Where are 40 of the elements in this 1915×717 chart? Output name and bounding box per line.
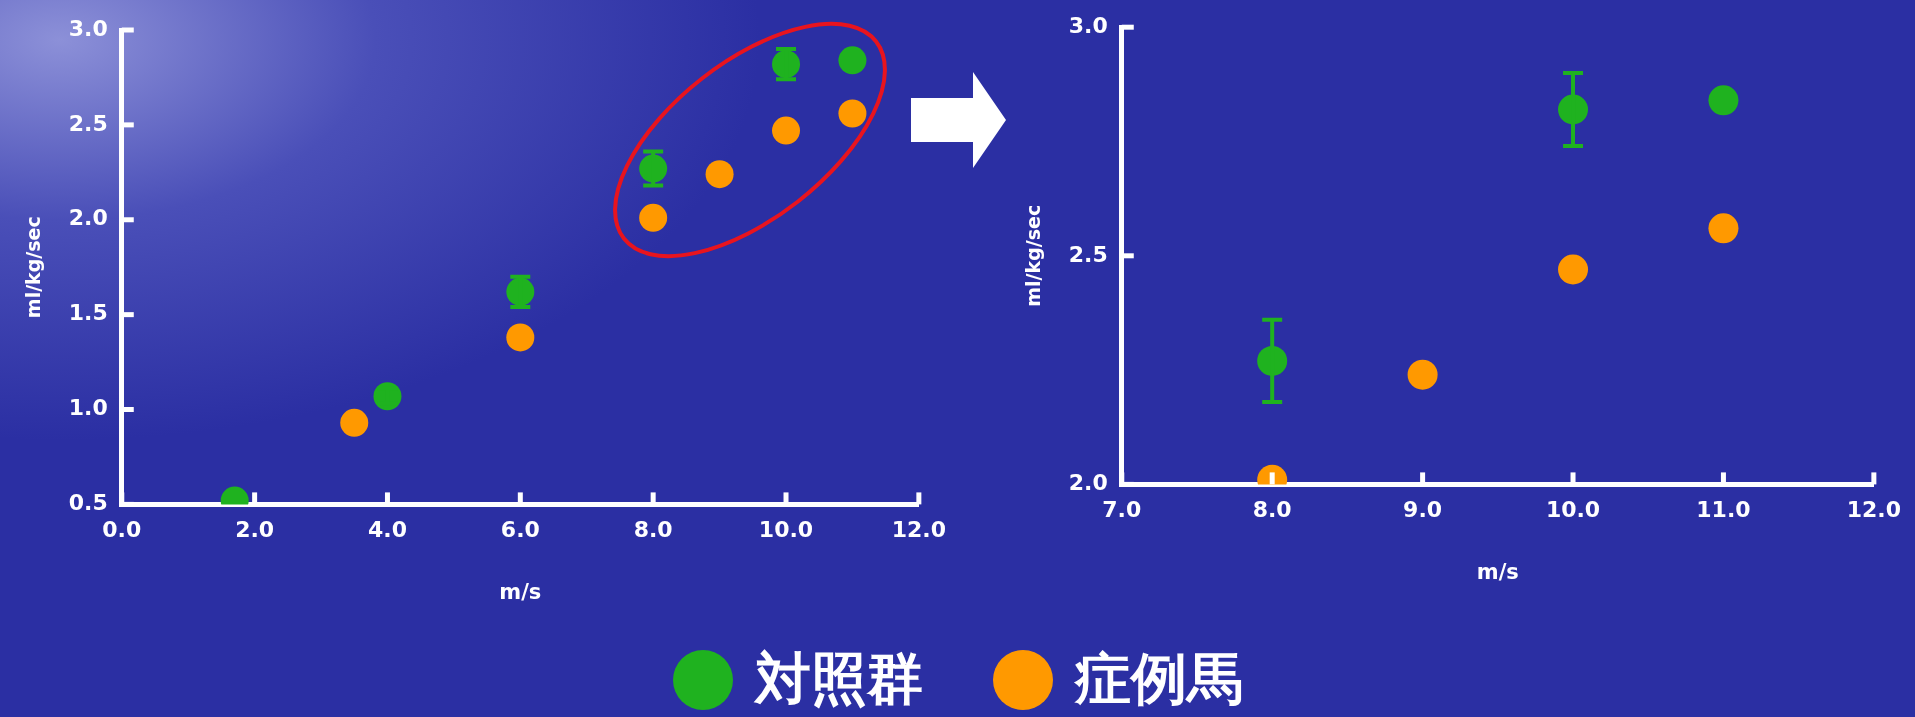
y-tick-label: 2.0 (68, 205, 108, 231)
point (1407, 359, 1438, 390)
legend-label: 症例馬 (1074, 645, 1243, 713)
x-tick-label: 4.0 (367, 517, 407, 543)
y-tick-label: 1.5 (68, 300, 108, 326)
point (340, 408, 369, 437)
y-axis-title: ml/kg/sec (1022, 204, 1045, 307)
point (1708, 85, 1739, 116)
x-tick-label: 7.0 (1102, 497, 1142, 523)
x-tick-label: 0.0 (102, 517, 142, 543)
y-tick-label: 2.5 (68, 110, 108, 136)
legend-label: 対照群 (754, 645, 923, 713)
x-tick-label: 12.0 (1846, 497, 1901, 523)
point (838, 46, 867, 75)
x-axis-title: m/s (499, 579, 542, 604)
y-tick-label: 1.0 (68, 395, 108, 421)
x-tick-label: 2.0 (235, 517, 275, 543)
x-tick-label: 9.0 (1403, 497, 1443, 523)
point (1708, 213, 1739, 244)
y-axis-title: ml/kg/sec (22, 216, 45, 319)
point (838, 99, 867, 128)
y-tick-label: 3.0 (68, 15, 108, 41)
y-tick-label: 2.0 (1068, 470, 1108, 496)
x-tick-label: 8.0 (633, 517, 673, 543)
point (705, 160, 734, 189)
point (373, 382, 402, 411)
x-tick-label: 11.0 (1696, 497, 1751, 523)
x-tick-label: 8.0 (1252, 497, 1292, 523)
x-axis-title: m/s (1476, 559, 1519, 584)
y-tick-label: 3.0 (1068, 12, 1108, 38)
y-tick-label: 2.5 (1068, 241, 1108, 267)
point (639, 203, 668, 232)
x-tick-label: 12.0 (891, 517, 946, 543)
x-tick-label: 10.0 (758, 517, 814, 543)
y-tick-label: 0.5 (68, 490, 108, 516)
point (1558, 254, 1589, 285)
point (772, 116, 801, 145)
x-tick-label: 10.0 (1545, 497, 1601, 523)
point (506, 323, 535, 352)
x-tick-label: 6.0 (500, 517, 540, 543)
